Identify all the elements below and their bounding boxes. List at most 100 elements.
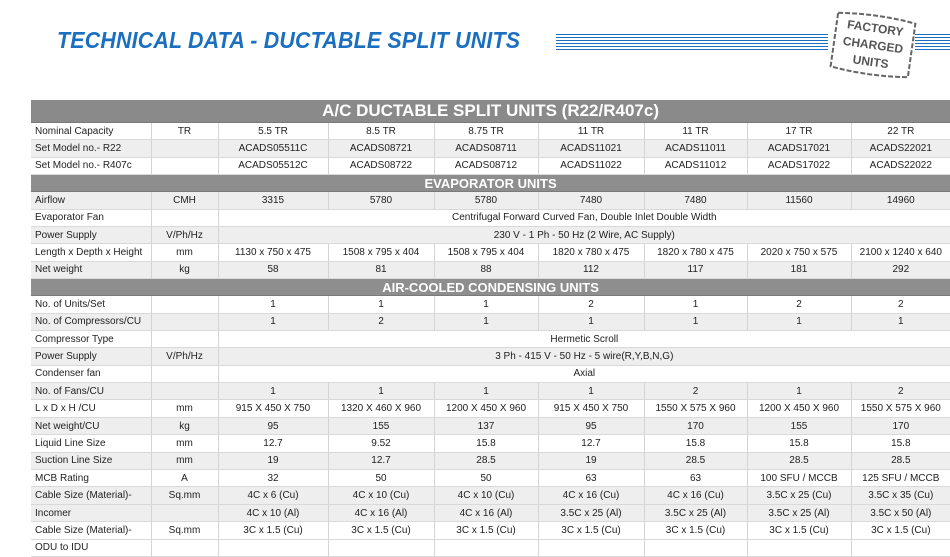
cell-value: 1508 x 795 x 404 [434,243,539,262]
cell-value-empty [328,539,435,557]
table-row: Power Supply V/Ph/Hz 230 V - 1 Ph - 50 Hz … [31,226,950,245]
cell-value: 1 [218,313,329,331]
cell-value: 125 SFU / MCCB [851,469,950,488]
cell-value: 9.52 [328,434,435,453]
cell-value: 14960 [851,191,950,210]
cell-value: 1 [434,382,539,401]
cell-value: 1200 X 450 X 960 [434,399,539,418]
cell-value: 1508 x 795 x 404 [328,243,435,262]
table-row: Airflow CMH 3315 5780 5780 7480 7480 11560 14960 [31,191,950,210]
cell-value: 12.7 [538,434,645,453]
cell-value: 11560 [747,191,852,210]
cell-value: 1 [747,382,852,401]
cell-value: 63 [538,469,645,488]
row-unit: Sq.mm [151,521,219,540]
cell-value: 81 [328,261,435,280]
row-unit [151,295,219,314]
cell-value: 7480 [538,191,645,210]
cell-value: 3C x 1.5 (Cu) [434,521,539,540]
table-row: Suction Line Size mm 19 12.7 28.5 19 28.5 28.5 2… [31,452,950,471]
row-unit: kg [151,261,219,280]
cell-value: 8.5 TR [328,122,435,141]
row-label: Net weight/CU [31,417,152,436]
row-unit: V/Ph/Hz [151,226,219,245]
cell-value: 1550 X 575 X 960 [851,399,950,418]
cell-value: 15.8 [644,434,748,453]
row-label: MCB Rating [31,469,152,488]
table-row: No. of Units/Set 1 1 1 2 1 2 2 [31,295,950,314]
row-unit [151,365,219,384]
cell-value: 5780 [434,191,539,210]
cell-value: 100 SFU / MCCB [747,469,852,488]
row-label: ODU to IDU [31,539,152,557]
row-label: Incomer [31,504,152,523]
table-row: Net weight/CU kg 95 155 137 95 170 155 170 [31,417,950,436]
row-label: Power Supply [31,347,152,366]
cell-value: ACADS11021 [538,139,645,158]
section-header: AIR-COOLED CONDENSING UNITS [31,278,950,297]
cell-value-empty [747,539,852,557]
cell-value: 2 [328,313,435,331]
cell-value: 1 [747,313,852,331]
row-unit: A [151,469,219,488]
cell-value: 137 [434,417,539,436]
cell-value: 4C x 10 (Al) [218,504,329,523]
cell-value: 3.5C x 25 (Al) [747,504,852,523]
cell-value: 50 [434,469,539,488]
cell-value: 2 [747,295,852,314]
row-label: No. of Compressors/CU [31,313,152,331]
row-label: No. of Fans/CU [31,382,152,401]
section-header-row: AIR-COOLED CONDENSING UNITS [31,278,950,297]
row-label: Evaporator Fan [31,209,152,227]
cell-value: 12.7 [328,452,435,471]
cell-value: ACADS05511C [218,139,329,158]
row-unit [151,330,219,349]
cell-value: 2 [538,295,645,314]
row-unit: V/Ph/Hz [151,347,219,366]
row-unit [151,539,219,557]
table-row: Net weight kg 58 81 88 112 117 181 292 [31,261,950,280]
cell-value: 15.8 [747,434,852,453]
cell-value: 117 [644,261,748,280]
cell-value: 88 [434,261,539,280]
cell-value: 1 [218,382,329,401]
row-unit: mm [151,243,219,262]
cell-value: 3.5C x 35 (Cu) [851,486,950,505]
cell-value: 2100 x 1240 x 640 [851,243,950,262]
cell-value: 3C x 1.5 (Cu) [218,521,329,540]
cell-value: 1820 x 780 x 475 [538,243,645,262]
cell-value: 1 [538,382,645,401]
row-span-value: Axial [218,365,950,384]
table-row: MCB Rating A 32 50 50 63 63 100 SFU / MCCB 125 S… [31,469,950,488]
cell-value: 11 TR [644,122,748,141]
cell-value: 915 X 450 X 750 [538,399,645,418]
cell-value: 1550 X 575 X 960 [644,399,748,418]
cell-value: 28.5 [434,452,539,471]
cell-value-empty [644,539,748,557]
cell-value: 1 [538,313,645,331]
row-span-value: 3 Ph - 415 V - 50 Hz - 5 wire(R,Y,B,N,G) [218,347,950,366]
cell-value: 3C x 1.5 (Cu) [851,521,950,540]
cell-value: ACADS11011 [644,139,748,158]
table-row: Nominal Capacity TR 5.5 TR 8.5 TR 8.75 TR 11 … [31,122,950,141]
cell-value-empty [538,539,645,557]
row-label: Power Supply [31,226,152,245]
cell-value: 1320 X 460 X 960 [328,399,435,418]
table-row: Incomer 4C x 10 (Al) 4C x 16 (Al) 4C x 16 (… [31,504,950,523]
cell-value: 8.75 TR [434,122,539,141]
row-label: No. of Units/Set [31,295,152,314]
cell-value: 2 [644,382,748,401]
cell-value: 50 [328,469,435,488]
cell-value: 2 [851,382,950,401]
cell-value: ACADS05512C [218,157,329,176]
row-label: Nominal Capacity [31,122,152,141]
row-unit [151,139,219,158]
cell-value: 15.8 [434,434,539,453]
cell-value: 95 [218,417,329,436]
table-row: Power Supply V/Ph/Hz 3 Ph - 415 V - 50 Hz … [31,347,950,366]
cell-value: 1 [644,313,748,331]
cell-value-empty [851,539,950,557]
row-label: L x D x H /CU [31,399,152,418]
cell-value: 28.5 [851,452,950,471]
row-unit: mm [151,399,219,418]
